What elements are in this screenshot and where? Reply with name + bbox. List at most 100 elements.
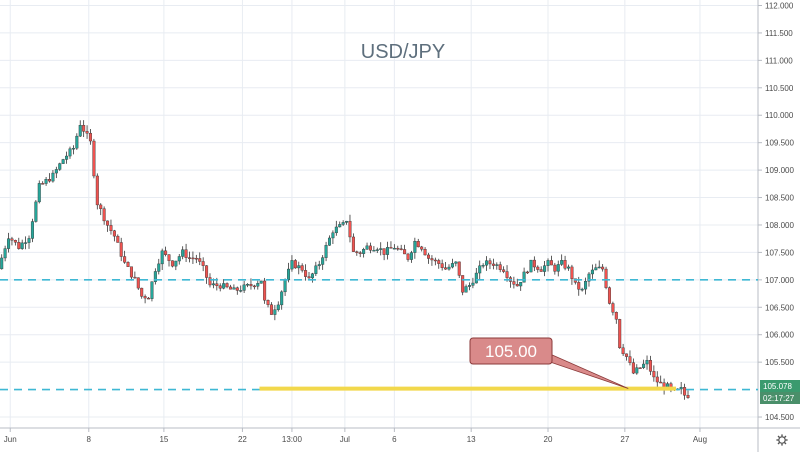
candle-body: [423, 249, 427, 256]
x-tick-label: 8: [87, 435, 92, 444]
y-tick-label: 112.000: [765, 1, 794, 10]
candle-body: [205, 265, 209, 278]
candle-body: [519, 282, 523, 287]
candle-body: [297, 265, 301, 269]
candle-body: [584, 281, 588, 290]
candle-body: [532, 259, 536, 268]
candle-body: [225, 283, 229, 288]
candle-body: [512, 281, 516, 285]
candle-body: [413, 241, 417, 253]
candle-body: [635, 367, 639, 374]
countdown-label: 02:17:27: [763, 394, 795, 403]
candle-body: [160, 250, 164, 265]
candle-body: [242, 284, 246, 291]
candle-body: [37, 183, 41, 203]
candle-body: [256, 283, 260, 287]
candle-body: [372, 249, 376, 252]
candle-body: [324, 245, 328, 258]
candle-body: [625, 353, 629, 357]
candle-body: [338, 224, 342, 228]
candle-body: [362, 249, 366, 254]
candle-body: [99, 204, 103, 209]
candle-body: [655, 376, 659, 383]
y-tick-label: 107.500: [765, 248, 794, 257]
candle-body: [129, 266, 133, 278]
y-tick-label: 109.500: [765, 139, 794, 148]
candle-body: [290, 260, 294, 270]
candle-body: [123, 256, 127, 263]
candle-body: [454, 261, 458, 264]
candle-body: [659, 381, 663, 384]
candle-body: [181, 249, 185, 257]
x-tick-label: 15: [159, 435, 168, 444]
candle-body: [467, 285, 471, 287]
candle-body: [140, 287, 144, 297]
candle-body: [686, 395, 690, 398]
candle-body: [440, 263, 444, 268]
y-tick-label: 110.000: [765, 111, 794, 120]
candle-body: [201, 261, 205, 266]
candle-body: [232, 287, 236, 290]
candle-body: [614, 312, 618, 320]
candle-body: [51, 172, 55, 182]
candle-body: [430, 258, 434, 261]
candle-body: [485, 260, 489, 266]
candle-body: [590, 269, 594, 275]
y-tick-label: 107.000: [765, 276, 794, 285]
candle-body: [444, 267, 448, 270]
candle-body: [406, 253, 410, 260]
candle-body: [382, 248, 386, 255]
candle-body: [153, 271, 157, 282]
candle-body: [375, 249, 379, 251]
candle-body: [478, 265, 482, 274]
candle-body: [379, 248, 383, 250]
callout-pointer: [549, 353, 629, 389]
candle-body: [239, 290, 243, 292]
candle-body: [116, 235, 120, 243]
candle-body: [3, 248, 7, 259]
y-tick-label: 104.500: [765, 413, 794, 422]
callout-box[interactable]: [469, 337, 553, 365]
candle-body: [618, 319, 622, 349]
candle-body: [252, 285, 256, 288]
candle-body: [587, 273, 591, 282]
candle-body: [491, 263, 495, 266]
candle-body: [334, 226, 338, 234]
candle-body: [215, 283, 219, 286]
candle-body: [228, 286, 232, 290]
candle-body: [645, 360, 649, 365]
candle-body: [368, 245, 372, 251]
candle-body: [403, 249, 407, 255]
candle-body: [327, 237, 331, 246]
candle-body: [300, 265, 304, 271]
x-tick-label: 27: [620, 435, 629, 444]
candle-body: [17, 242, 21, 249]
candle-body: [399, 248, 403, 251]
candle-body: [638, 367, 642, 369]
candle-body: [416, 241, 420, 248]
candle-body: [65, 155, 69, 160]
candle-body: [652, 371, 656, 378]
candle-body: [321, 257, 325, 265]
candle-body: [427, 254, 431, 259]
candle-body: [389, 247, 393, 249]
candle-body: [71, 147, 75, 150]
candle-body: [10, 238, 14, 241]
candle-body: [607, 287, 611, 304]
candle-body: [143, 296, 147, 299]
candle-body: [348, 220, 352, 238]
candle-body: [580, 288, 584, 291]
candle-body: [170, 260, 174, 267]
candle-body: [355, 251, 359, 253]
candle-body: [82, 124, 86, 132]
gear-icon[interactable]: [776, 434, 788, 446]
candle-body: [109, 225, 113, 231]
candle-body: [536, 266, 540, 270]
candle-body: [461, 275, 465, 293]
candle-body: [41, 183, 45, 185]
chart-title: USD/JPY: [361, 41, 445, 63]
candle-body: [420, 246, 424, 250]
candle-body: [249, 284, 253, 287]
y-tick-label: 110.500: [765, 84, 794, 93]
candle-body: [266, 300, 270, 305]
